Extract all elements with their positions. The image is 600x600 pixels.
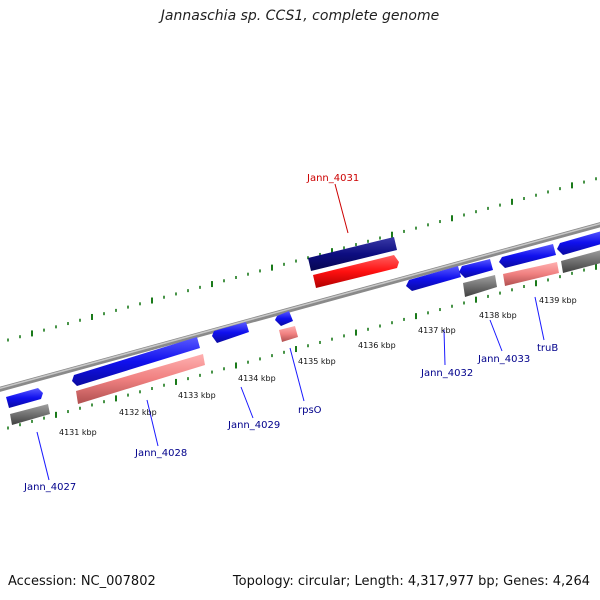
kbp-label-4135: 4135 kbp bbox=[298, 357, 336, 366]
gene-arrow-jann-4032[interactable] bbox=[406, 266, 461, 291]
gene-label-jann-4033[interactable]: Jann_4033 bbox=[477, 354, 530, 365]
gene-label-jann-4031[interactable]: Jann_4031 bbox=[306, 173, 359, 184]
kbp-label-4139: 4139 kbp bbox=[539, 296, 577, 305]
kbp-label-4134: 4134 kbp bbox=[238, 374, 276, 383]
gene-label-rpso[interactable]: rpsO bbox=[298, 405, 322, 416]
label-leader-jann-4031 bbox=[334, 183, 349, 234]
genome-backbone bbox=[0, 222, 600, 392]
kbp-label-4133: 4133 kbp bbox=[178, 391, 216, 400]
kbp-label-4136: 4136 kbp bbox=[358, 341, 396, 350]
kbp-label-4138: 4138 kbp bbox=[479, 311, 517, 320]
cds-box-trub[interactable] bbox=[503, 262, 559, 286]
cds-box-jann-4028[interactable] bbox=[76, 354, 205, 404]
genome-title: Jannaschia sp. CCS1, complete genome bbox=[160, 8, 440, 24]
gene-arrow-edge-right[interactable] bbox=[557, 230, 600, 255]
gene-arrow-rpso[interactable] bbox=[275, 311, 293, 326]
gene-arrow-jann-4028[interactable] bbox=[72, 337, 200, 386]
gene-arrow-jann-4033[interactable] bbox=[459, 259, 493, 278]
cds-box-jann-4031[interactable] bbox=[313, 255, 399, 288]
gene-arrow-trub[interactable] bbox=[499, 244, 556, 268]
gene-label-jann-4028[interactable]: Jann_4028 bbox=[134, 448, 187, 459]
upper-tick-track bbox=[7, 177, 597, 342]
accession-text: Accession: NC_007802 bbox=[8, 574, 156, 589]
gene-label-jann-4029[interactable]: Jann_4029 bbox=[227, 420, 280, 431]
label-leaders bbox=[36, 296, 545, 481]
lower-tick-track bbox=[7, 263, 597, 430]
genome-backbone-highlight bbox=[0, 222, 600, 390]
genome-summary-text: Topology: circular; Length: 4,317,977 bp… bbox=[232, 574, 590, 589]
gene-arrow-jann-4027[interactable] bbox=[6, 388, 43, 408]
kbp-label-4131: 4131 kbp bbox=[59, 428, 97, 437]
gene-arrow-jann-4031[interactable] bbox=[308, 237, 397, 271]
cds-box-jann-4033[interactable] bbox=[463, 275, 497, 297]
kbp-label-4137: 4137 kbp bbox=[418, 326, 456, 335]
kbp-label-4132: 4132 kbp bbox=[119, 408, 157, 417]
cds-box-rpso[interactable] bbox=[279, 326, 298, 342]
gene-label-trub[interactable]: truB bbox=[537, 343, 558, 354]
cds-box-edge-right[interactable] bbox=[561, 249, 600, 273]
gene-label-jann-4032[interactable]: Jann_4032 bbox=[420, 368, 473, 379]
cds-box-jann-4027[interactable] bbox=[10, 404, 50, 425]
gene-label-jann-4027[interactable]: Jann_4027 bbox=[23, 482, 76, 493]
gene-arrow-jann-4029[interactable] bbox=[212, 322, 249, 343]
